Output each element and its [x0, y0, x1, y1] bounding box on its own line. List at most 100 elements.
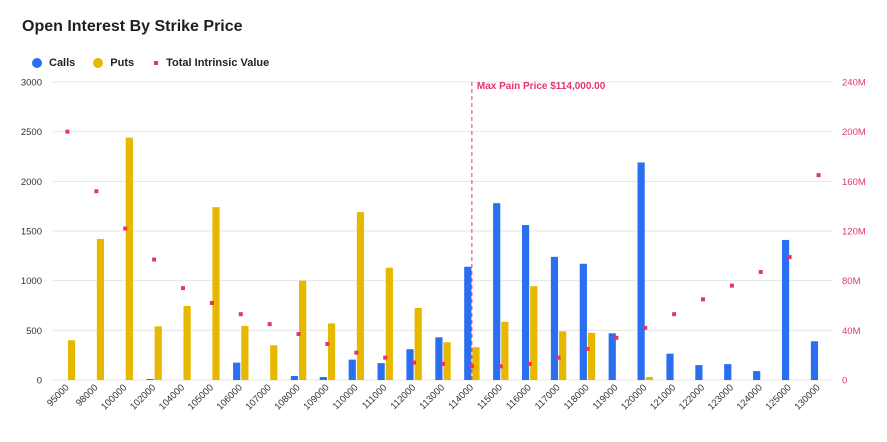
x-tick-label: 110000	[331, 382, 361, 412]
intrinsic-value-point	[469, 364, 474, 369]
puts-bar	[472, 347, 480, 380]
legend-puts-swatch	[93, 58, 104, 68]
legend-puts-label: Puts	[110, 57, 135, 69]
puts-bar	[183, 305, 191, 380]
x-tick-label: 102000	[128, 382, 158, 412]
puts-bar	[270, 345, 278, 380]
x-tick-label: 95000	[45, 382, 71, 408]
calls-bar	[319, 377, 327, 380]
intrinsic-value-point	[816, 173, 821, 178]
intrinsic-value-point	[556, 355, 561, 360]
x-tick-label: 115000	[475, 382, 505, 412]
intrinsic-value-point	[729, 283, 734, 288]
x-tick-label: 112000	[389, 382, 419, 412]
puts-bar	[501, 321, 509, 380]
intrinsic-value-point	[614, 335, 619, 340]
calls-bar	[290, 376, 299, 380]
intrinsic-value-point	[787, 255, 792, 260]
x-tick-label: 106000	[215, 382, 245, 412]
x-tick-label: 114000	[446, 382, 476, 412]
intrinsic-value-point	[65, 129, 70, 134]
x-tick-label: 125000	[764, 382, 794, 412]
puts-bar	[212, 207, 220, 380]
legend-item-intrinsic[interactable]: Total Intrinsic Value	[152, 57, 269, 69]
calls-bar	[464, 266, 472, 380]
calls-bar	[493, 203, 501, 380]
intrinsic-value-point	[527, 361, 532, 366]
puts-bar	[327, 323, 336, 380]
intrinsic-value-point	[412, 360, 417, 365]
x-tick-label: 121000	[648, 382, 678, 412]
calls-bar	[233, 362, 241, 380]
x-tick-label: 122000	[677, 382, 707, 412]
calls-bar	[695, 365, 703, 380]
y-right-tick-label: 0	[842, 376, 847, 387]
calls-bar	[406, 349, 414, 380]
puts-bar	[67, 340, 76, 380]
legend-calls-swatch	[32, 58, 42, 68]
y-left-tick-label: 1500	[21, 227, 42, 238]
intrinsic-value-point	[672, 312, 677, 317]
intrinsic-value-point	[383, 355, 388, 360]
puts-bar	[385, 267, 393, 380]
x-tick-label: 108000	[272, 382, 302, 412]
calls-bar	[781, 239, 790, 380]
x-tick-label: 130000	[792, 382, 822, 412]
legend-intrinsic-label: Total Intrinsic Value	[166, 57, 270, 69]
intrinsic-value-point	[701, 297, 705, 302]
y-left-tick-label: 1000	[21, 276, 42, 287]
x-tick-label: 107000	[244, 382, 274, 412]
puts-bar	[559, 331, 567, 380]
intrinsic-value-point	[441, 361, 445, 366]
calls-bar	[348, 359, 356, 380]
y-right-tick-label: 80M	[842, 276, 861, 287]
legend-calls-label: Calls	[49, 57, 76, 69]
x-tick-label: 105000	[186, 382, 216, 412]
y-right-tick-label: 160M	[842, 177, 866, 188]
calls-bar	[724, 364, 732, 380]
calls-bar	[377, 363, 385, 380]
chart-legend: Calls Puts Total Intrinsic Value	[32, 57, 287, 69]
calls-bar	[435, 337, 443, 380]
legend-item-calls[interactable]: Calls	[32, 57, 75, 69]
intrinsic-value-point	[643, 325, 648, 330]
y-left-tick-label: 3000	[21, 78, 42, 89]
calls-bar	[608, 333, 616, 380]
puts-bar	[241, 325, 249, 380]
x-tick-label: 123000	[706, 382, 736, 412]
puts-bar	[125, 137, 133, 380]
intrinsic-value-point	[238, 312, 243, 317]
calls-bar	[810, 341, 819, 380]
calls-bar	[637, 162, 645, 380]
intrinsic-value-point	[296, 332, 301, 337]
x-tick-label: 117000	[533, 382, 563, 412]
calls-bar	[146, 379, 154, 380]
x-tick-label: 109000	[301, 382, 331, 412]
x-tick-label: 111000	[360, 382, 389, 411]
intrinsic-value-point	[94, 189, 99, 194]
x-tick-label: 98000	[74, 382, 100, 408]
x-tick-label: 113000	[417, 382, 447, 412]
chart-title: Open Interest By Strike Price	[22, 18, 243, 35]
x-tick-label: 124000	[735, 382, 765, 412]
y-left-tick-label: 500	[26, 326, 42, 337]
x-tick-label: 100000	[99, 382, 129, 412]
puts-bar	[443, 342, 451, 380]
intrinsic-value-point	[181, 286, 185, 291]
calls-bar	[550, 256, 559, 380]
x-tick-label: 119000	[591, 382, 621, 412]
y-right-tick-label: 200M	[842, 127, 866, 138]
x-tick-label: 118000	[562, 382, 592, 412]
calls-bar	[753, 371, 761, 380]
y-right-tick-label: 240M	[842, 78, 866, 89]
y-right-tick-label: 120M	[842, 227, 866, 238]
puts-bar	[414, 307, 422, 380]
puts-bar	[154, 326, 162, 380]
legend-item-puts[interactable]: Puts	[93, 57, 134, 69]
calls-bar	[579, 263, 587, 380]
puts-bar	[530, 286, 538, 380]
intrinsic-value-point	[498, 364, 503, 369]
intrinsic-value-point	[152, 257, 157, 262]
